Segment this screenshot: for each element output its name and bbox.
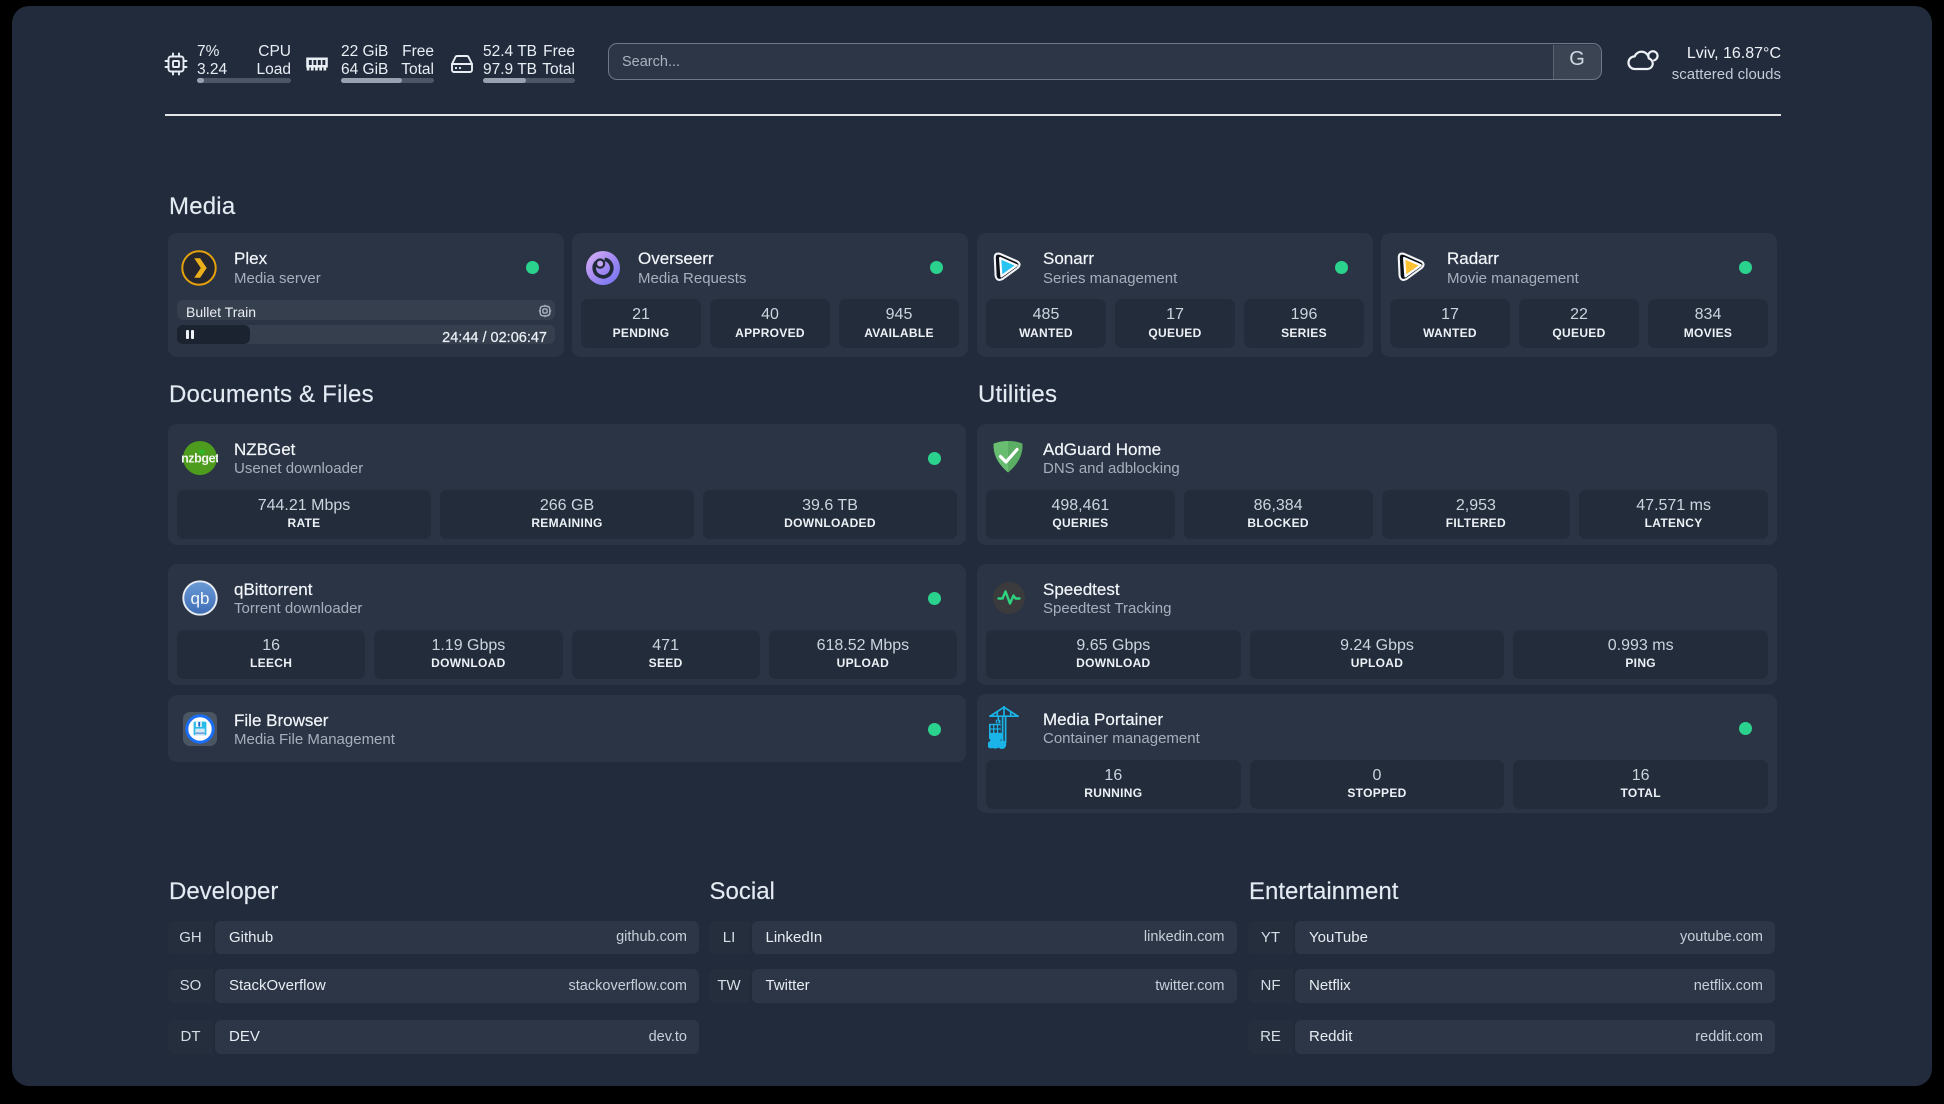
svg-text:qb: qb <box>191 589 210 608</box>
svg-text:nzbget: nzbget <box>182 451 218 465</box>
